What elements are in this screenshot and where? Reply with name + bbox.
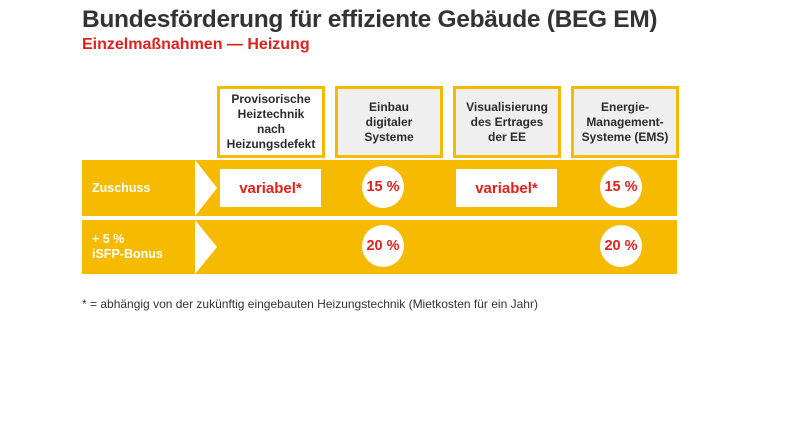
- row-label-zuschuss: Zuschuss: [92, 180, 151, 195]
- value-provisional-heating: variabel*: [220, 169, 321, 207]
- page-title: Bundesförderung für effiziente Gebäude (…: [82, 6, 658, 33]
- footnote: * = abhängig von der zukünftig eingebaut…: [82, 297, 538, 311]
- column-header-ems: Energie- Management- Systeme (EMS): [571, 86, 679, 158]
- page-subtitle: Einzelmaßnahmen — Heizung: [82, 36, 310, 53]
- bonus-value-ems: 20 %: [600, 225, 642, 267]
- column-header-digital-systems: Einbau digitaler Systeme: [335, 86, 443, 158]
- bonus-value-digital-systems: 20 %: [362, 225, 404, 267]
- value-ems: 15 %: [600, 166, 642, 208]
- column-header-label: Einbau digitaler Systeme: [364, 100, 414, 144]
- row-arrow-zuschuss: [195, 160, 217, 216]
- column-header-label: Visualisierung des Ertrages der EE: [466, 100, 548, 144]
- column-header-label: Energie- Management- Systeme (EMS): [581, 100, 669, 144]
- value-visualization: variabel*: [456, 169, 557, 207]
- value-digital-systems: 15 %: [362, 166, 404, 208]
- column-header-visualization: Visualisierung des Ertrages der EE: [453, 86, 561, 158]
- row-label-isfp-bonus: + 5 % iSFP-Bonus: [92, 232, 163, 261]
- column-header-label: Provisorische Heiztechnik nach Heizungsd…: [226, 92, 316, 151]
- column-header-provisional-heating: Provisorische Heiztechnik nach Heizungsd…: [217, 86, 325, 158]
- row-arrow-isfp-bonus: [195, 220, 217, 274]
